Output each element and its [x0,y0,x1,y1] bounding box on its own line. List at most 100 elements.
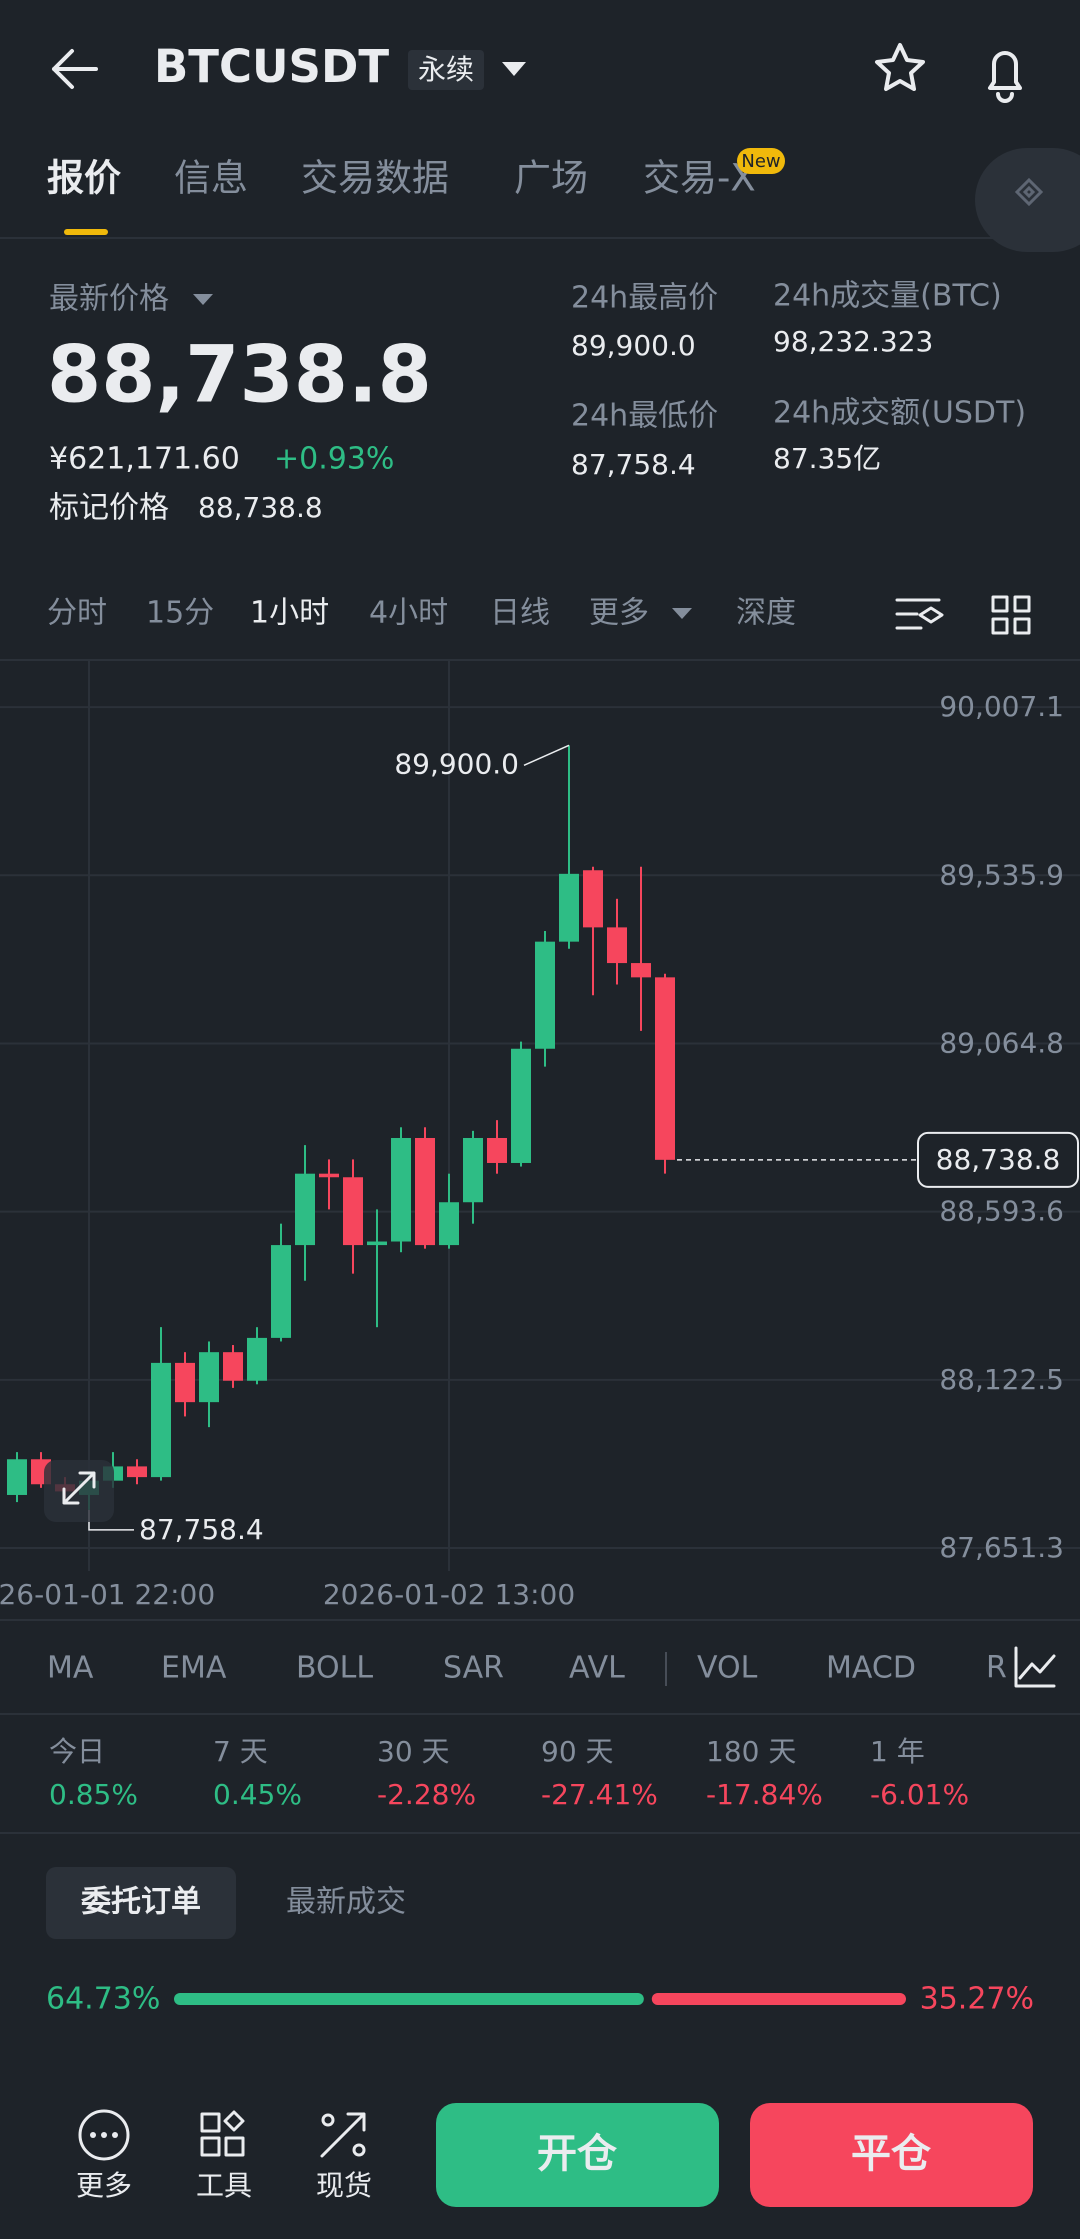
floating-button[interactable] [975,148,1080,252]
candle-body [631,963,651,978]
interval[interactable]: 15分 [146,596,214,631]
candle-body [415,1137,435,1246]
ratio-segment [174,1993,644,2005]
tab[interactable]: 交易-X [643,157,756,200]
interval[interactable]: 4小时 [369,596,448,631]
candlestick-chart: 2026-01-01 22:00 2026-01-02 13:00 87,651.3… [0,660,1080,1611]
change: +0.93% [274,442,394,477]
indicator[interactable]: R [986,1651,1007,1686]
high-connector [523,744,570,767]
stat-value: 98,232.323 [773,325,933,358]
candle-body [511,1048,531,1163]
stat-label: 24h成交额(USDT) [773,396,1026,431]
dropdown[interactable] [193,294,213,305]
nav-label[interactable]: 更多 [76,2169,132,2202]
contract-badge: 永续 [418,53,474,86]
candle-body [487,1137,507,1163]
new-badge-bg [737,148,785,174]
tab[interactable]: 广场 [514,157,588,200]
x-tick-label: 2026-01-02 13:00 [323,1578,575,1611]
nav-label[interactable]: 工具 [196,2169,252,2202]
y-tick-label: 88,593.6 [939,1195,1064,1228]
favorite[interactable] [875,43,925,91]
open-button[interactable] [436,2103,719,2207]
layout-toggle[interactable] [991,595,1031,635]
dropdown[interactable] [502,62,526,76]
more-icon [78,2109,130,2161]
spot-icon [320,2112,366,2158]
indicator[interactable]: EMA [161,1651,227,1686]
close-label: 平仓 [851,2131,932,2177]
close-button[interactable] [750,2103,1033,2207]
candle-body [367,1241,387,1246]
last-price-box [917,1131,1079,1188]
candle-body [295,1173,315,1246]
indicator[interactable]: VOL [697,1651,758,1686]
stat-value: 87.35亿 [773,442,881,475]
period-change: 0.45% [213,1778,302,1811]
stat-value: 89,900.0 [571,329,696,362]
open-label: 开仓 [537,2131,618,2177]
candle-body [247,1337,267,1381]
nav-label[interactable]: 现货 [316,2169,372,2202]
y-tick-label: 88,122.5 [939,1363,1064,1396]
order-tab[interactable]: 委托订单 [81,1885,201,1920]
indicator[interactable]: MACD [826,1651,916,1686]
back-button[interactable] [52,49,98,89]
plot-area [0,660,1080,1571]
interval[interactable]: 1小时 [250,596,329,631]
period-change: -27.41% [541,1778,658,1811]
period-change: -2.28% [377,1778,476,1811]
period-label: 1 年 [870,1735,925,1768]
candle-body [463,1137,483,1203]
interval[interactable]: 日线 [490,596,550,631]
candle-body [439,1202,459,1246]
chart-settings[interactable] [895,598,944,630]
mark-price: 88,738.8 [198,491,323,524]
tab[interactable]: 交易数据 [301,157,449,200]
indicator[interactable]: SAR [443,1651,504,1686]
indicator[interactable]: MA [47,1651,94,1686]
indicator-settings[interactable] [1014,1646,1056,1688]
high-label: 89,900.0 [394,747,519,780]
new-badge: New [741,151,780,172]
last-price-label: 88,738.8 [936,1143,1061,1176]
tools-icon [200,2110,245,2157]
sell-ratio: 35.27% [920,1982,1034,2017]
low-label: 87,758.4 [139,1513,264,1546]
period-label: 7 天 [213,1735,268,1768]
y-tick-label: 90,007.1 [939,690,1064,723]
candle-body [127,1466,147,1478]
fullscreen-button[interactable] [44,1460,114,1522]
last-price: 88,738.8 [47,330,432,420]
tab[interactable]: 报价 [47,157,121,200]
period-label: 180 天 [706,1735,796,1768]
stat-label: 24h最高价 [571,281,718,316]
dropdown [672,608,692,619]
order-tab[interactable]: 最新成交 [286,1885,406,1920]
price-label: 最新价格 [49,282,169,317]
candle-body [559,873,579,942]
symbol-title: BTCUSDT [154,40,389,93]
notifications[interactable] [988,51,1022,103]
candle-body [391,1137,411,1242]
mark-label: 标记价格 [49,491,169,526]
indicator[interactable]: BOLL [296,1651,373,1686]
period-label: 90 天 [541,1735,614,1768]
more-dots [90,2132,118,2138]
interval[interactable]: 分时 [47,596,107,631]
interval[interactable]: 更多 [589,596,649,631]
candle-body [343,1177,363,1246]
period-label: 30 天 [377,1735,450,1768]
y-tick-label: 87,651.3 [939,1531,1064,1564]
exchange-icon [1014,177,1044,207]
candle-body [223,1352,243,1381]
badge-bg [408,50,484,90]
indicator[interactable]: AVL [569,1651,625,1686]
interval[interactable]: 深度 [736,596,796,631]
candle-body [151,1362,171,1478]
tab[interactable]: 信息 [174,157,248,200]
cny-price: ¥621,171.60 [49,442,240,477]
